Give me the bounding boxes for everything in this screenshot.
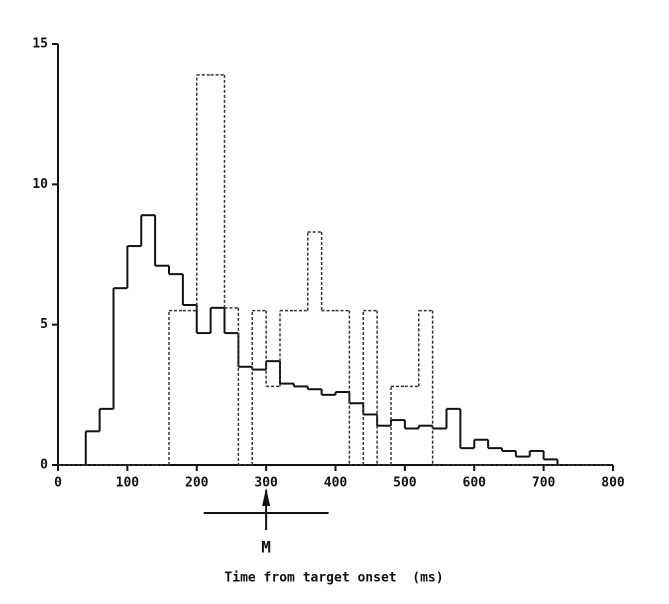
x-tick-label: 300	[254, 476, 278, 491]
x-axis-label: Time from target onset (ms)	[224, 571, 443, 586]
x-tick-label: 100	[116, 476, 140, 491]
marker-arrow	[262, 488, 271, 506]
x-tick-label: 0	[54, 476, 62, 491]
y-tick-label: 5	[40, 317, 48, 332]
x-tick-label: 800	[601, 476, 625, 491]
marker-label: M	[261, 538, 271, 557]
y-tick-label: 10	[32, 177, 48, 192]
y-tick-label: 0	[40, 458, 48, 473]
x-tick-label: 400	[324, 476, 348, 491]
x-tick-label: 700	[532, 476, 556, 491]
y-tick-label: 15	[32, 37, 48, 52]
x-tick-label: 600	[463, 476, 487, 491]
x-tick-label: 200	[185, 476, 209, 491]
x-tick-label: 500	[393, 476, 417, 491]
